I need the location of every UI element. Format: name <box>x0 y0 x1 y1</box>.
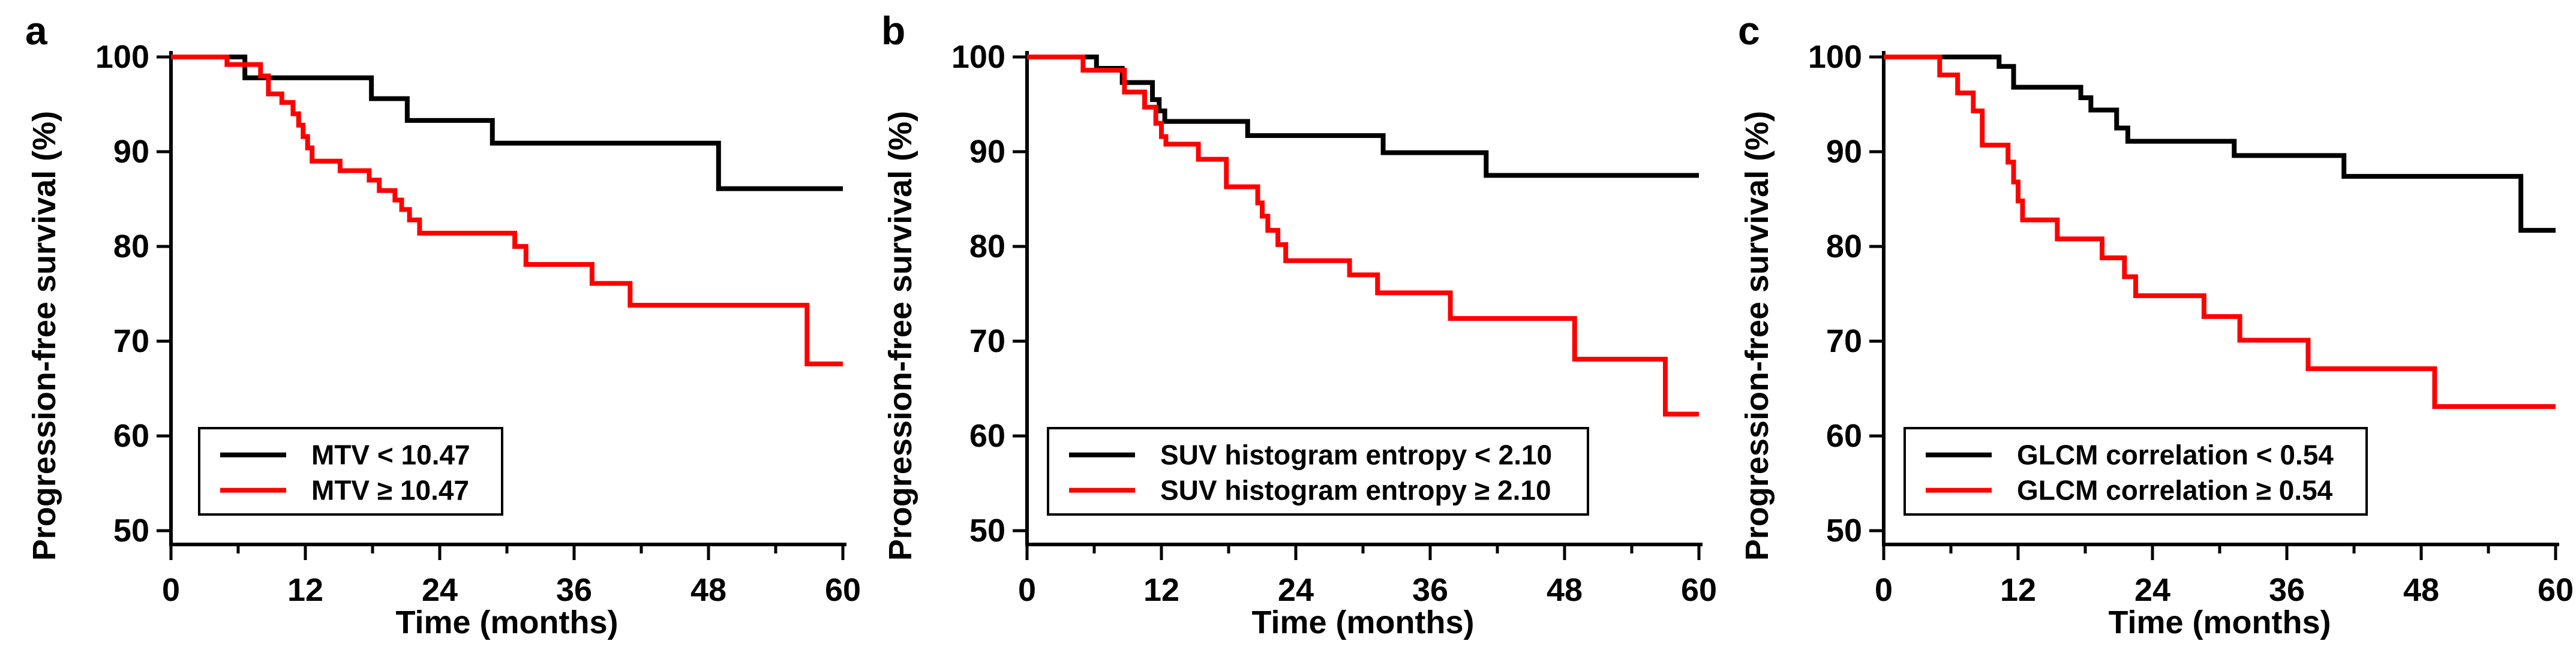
km-curve-low <box>1884 55 2556 233</box>
km-curve-low <box>171 55 843 191</box>
x-tick-label: 12 <box>287 572 323 608</box>
panel-letter-a: a <box>25 8 47 53</box>
y-tick-label: 90 <box>1826 134 1862 170</box>
y-tick-label: 100 <box>951 39 1005 75</box>
km-curve-high <box>171 55 843 366</box>
y-tick-label: 50 <box>113 513 149 549</box>
panel-c: c 100 90 80 70 60 50 0 12 24 36 48 60 Time (months) P… <box>1713 0 2576 662</box>
legend-label: SUV histogram entropy ≥ 2.10 <box>1160 475 1551 506</box>
y-tick-label: 80 <box>1826 228 1862 264</box>
y-tick-label: 90 <box>969 134 1005 170</box>
legend-label: MTV < 10.47 <box>311 440 470 471</box>
legend-label: MTV ≥ 10.47 <box>311 475 469 506</box>
km-curve-high <box>1027 55 1699 417</box>
y-tick-label: 70 <box>113 323 149 359</box>
x-tick-label: 12 <box>1143 572 1179 608</box>
x-tick-label: 48 <box>1547 572 1583 608</box>
x-tick-label: 60 <box>825 572 861 608</box>
y-axis-title: Progression-free survival (%) <box>26 111 62 561</box>
x-tick-label: 36 <box>556 572 592 608</box>
x-tick-label: 48 <box>690 572 726 608</box>
km-curve-high <box>1884 55 2556 410</box>
x-tick-label: 36 <box>1412 572 1448 608</box>
km-plot-b: 100 90 80 70 60 50 0 12 24 36 48 60 Time (months) Pro… <box>882 39 1717 640</box>
km-plot-c: 100 90 80 70 60 50 0 12 24 36 48 60 Time (months) Pro… <box>1739 39 2574 640</box>
x-tick-label: 60 <box>1681 572 1717 608</box>
y-tick-label: 80 <box>969 228 1005 264</box>
panel-letter-c: c <box>1738 8 1760 53</box>
legend-box <box>1047 427 1589 516</box>
panel-b: b 100 90 80 70 60 50 0 12 24 36 48 60 Time (months) P… <box>856 0 1719 662</box>
legend-box <box>1904 427 2368 516</box>
panel-a: a 100 90 80 70 60 50 0 12 24 36 48 60 Time (months) P… <box>0 0 863 662</box>
x-tick-label: 36 <box>2269 572 2305 608</box>
y-tick-label: 100 <box>95 39 149 75</box>
y-tick-label: 80 <box>113 228 149 264</box>
y-axis-title: Progression-free survival (%) <box>882 111 918 561</box>
y-tick-label: 50 <box>1826 513 1862 549</box>
y-tick-label: 50 <box>969 513 1005 549</box>
panel-letter-b: b <box>881 8 906 53</box>
x-tick-label: 0 <box>1018 572 1036 608</box>
x-axis-title: Time (months) <box>2108 604 2331 640</box>
y-tick-label: 90 <box>113 134 149 170</box>
x-tick-label: 60 <box>2538 572 2574 608</box>
x-tick-label: 0 <box>162 572 180 608</box>
km-curve-low <box>1027 55 1699 178</box>
x-axis-title: Time (months) <box>395 604 618 640</box>
y-tick-label: 60 <box>113 418 149 454</box>
legend-label: GLCM correlation < 0.54 <box>2017 440 2334 471</box>
x-axis-title: Time (months) <box>1251 604 1474 640</box>
km-plot-a: 100 90 80 70 60 50 0 12 24 36 48 60 Time (months) Pro… <box>26 39 861 640</box>
y-tick-label: 100 <box>1808 39 1862 75</box>
y-tick-label: 60 <box>1826 418 1862 454</box>
y-tick-label: 70 <box>969 323 1005 359</box>
legend-label: SUV histogram entropy < 2.10 <box>1160 440 1552 471</box>
legend-label: GLCM correlation ≥ 0.54 <box>2017 475 2333 506</box>
x-tick-label: 24 <box>2134 572 2170 608</box>
x-tick-label: 48 <box>2403 572 2439 608</box>
x-tick-label: 12 <box>2000 572 2036 608</box>
legend-box <box>198 427 503 516</box>
y-axis-title: Progression-free survival (%) <box>1739 111 1775 561</box>
y-tick-label: 70 <box>1826 323 1862 359</box>
x-tick-label: 24 <box>422 572 458 608</box>
y-tick-label: 60 <box>969 418 1005 454</box>
x-tick-label: 0 <box>1875 572 1893 608</box>
x-tick-label: 24 <box>1278 572 1314 608</box>
